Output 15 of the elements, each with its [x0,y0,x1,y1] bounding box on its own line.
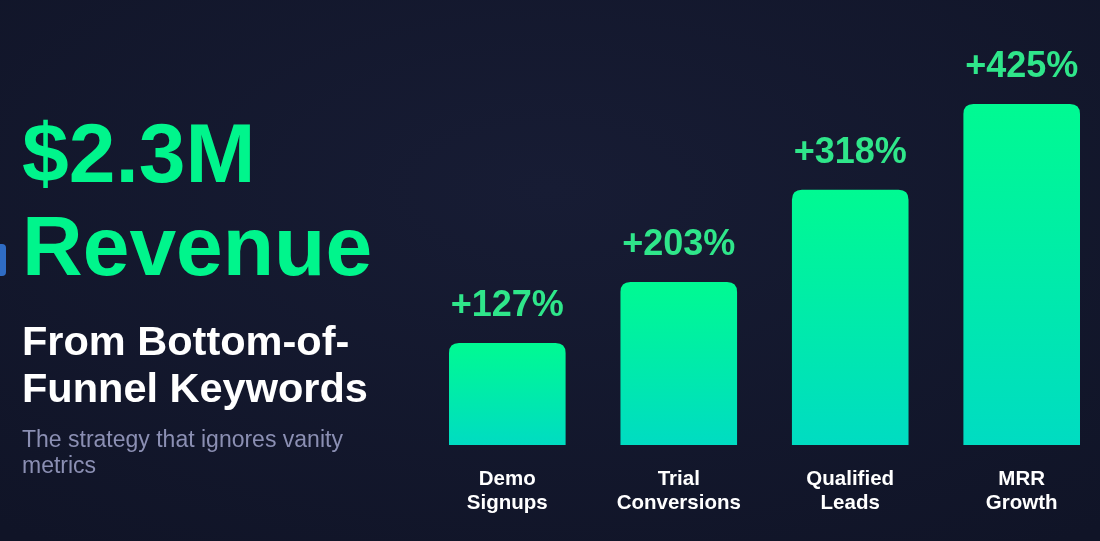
x-tick-label: Trial Conversions [616,466,741,513]
bar [449,343,566,445]
bar [963,104,1080,445]
x-tick-label: Qualified Leads [806,466,895,513]
text: The strategy that ignores vanity metrics [22,426,344,478]
text: $2.3M Revenue [22,106,373,293]
text: From Bottom-of-Funnel Keywords [22,317,368,411]
bar [791,189,909,445]
x-tick-label: Demo Signups [466,466,548,513]
data-label: +425% [965,44,1079,85]
x-tick-label: MRR Growth [985,466,1058,513]
data-label: +203% [622,222,736,264]
bar [620,282,738,445]
data-label: +318% [793,129,907,171]
data-label: +127% [450,283,564,325]
